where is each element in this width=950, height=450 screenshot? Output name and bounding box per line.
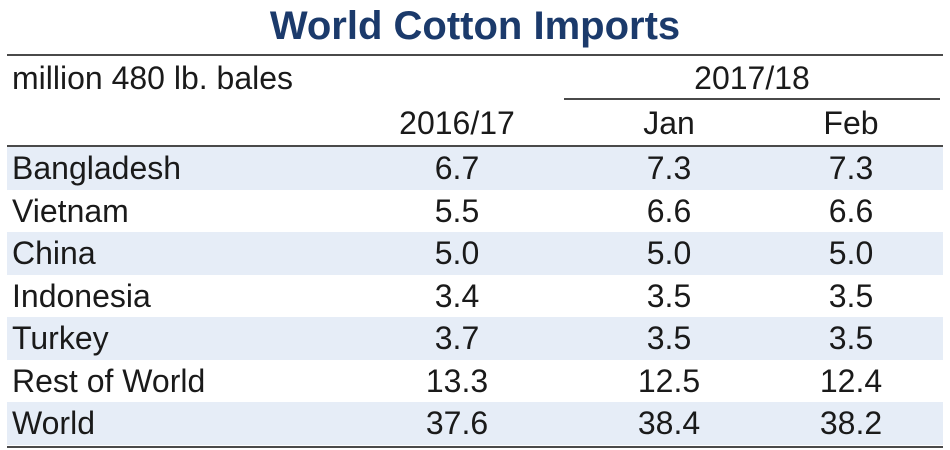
row-label: Vietnam bbox=[12, 192, 129, 229]
value-2016-17: 3.4 bbox=[434, 277, 480, 314]
table-row: Turkey 3.7 3.5 3.5 bbox=[7, 317, 943, 360]
value-2016-17: 6.7 bbox=[434, 150, 480, 186]
table-row: Rest of World 13.3 12.5 12.4 bbox=[7, 360, 943, 403]
units-label: million 480 lb. bales bbox=[12, 60, 294, 96]
table-row: Indonesia 3.4 3.5 3.5 bbox=[7, 275, 943, 318]
value-2016-17: 5.0 bbox=[434, 235, 480, 271]
row-label: Rest of World bbox=[12, 362, 206, 399]
value-feb: 7.3 bbox=[828, 150, 874, 186]
bottom-divider bbox=[7, 446, 943, 448]
value-feb: 38.2 bbox=[819, 405, 883, 441]
row-label: World bbox=[12, 405, 95, 441]
value-feb: 3.5 bbox=[828, 320, 874, 356]
title-divider bbox=[7, 54, 943, 56]
row-label: China bbox=[12, 235, 96, 271]
value-jan: 3.5 bbox=[646, 320, 692, 356]
value-2016-17: 5.5 bbox=[434, 192, 480, 229]
column-header-feb: Feb bbox=[823, 105, 879, 141]
column-header-2016-17: 2016/17 bbox=[399, 105, 515, 141]
value-jan: 6.6 bbox=[646, 192, 692, 229]
value-jan: 3.5 bbox=[646, 277, 692, 314]
value-feb: 3.5 bbox=[828, 277, 874, 314]
row-label: Turkey bbox=[12, 320, 109, 356]
table-row: Bangladesh 6.7 7.3 7.3 bbox=[7, 147, 943, 190]
value-jan: 38.4 bbox=[637, 405, 701, 441]
value-2016-17: 3.7 bbox=[434, 320, 480, 356]
table-title: World Cotton Imports bbox=[269, 4, 681, 48]
row-label: Bangladesh bbox=[12, 150, 182, 186]
table-body: Bangladesh 6.7 7.3 7.3 Vietnam 5.5 6.6 6… bbox=[7, 147, 943, 445]
value-feb: 5.0 bbox=[828, 235, 874, 271]
row-label: Indonesia bbox=[12, 277, 151, 314]
value-jan: 12.5 bbox=[637, 362, 701, 399]
value-2016-17: 37.6 bbox=[425, 405, 489, 441]
column-header-jan: Jan bbox=[643, 105, 695, 141]
value-2016-17: 13.3 bbox=[425, 362, 489, 399]
year-group-divider bbox=[564, 98, 940, 100]
value-feb: 6.6 bbox=[828, 192, 874, 229]
value-jan: 7.3 bbox=[646, 150, 692, 186]
table-row: World 37.6 38.4 38.2 bbox=[7, 402, 943, 445]
header-divider bbox=[7, 145, 943, 147]
year-group-header: 2017/18 bbox=[694, 60, 810, 96]
value-feb: 12.4 bbox=[819, 362, 883, 399]
value-jan: 5.0 bbox=[646, 235, 692, 271]
table-row: Vietnam 5.5 6.6 6.6 bbox=[7, 190, 943, 233]
table-row: China 5.0 5.0 5.0 bbox=[7, 232, 943, 275]
